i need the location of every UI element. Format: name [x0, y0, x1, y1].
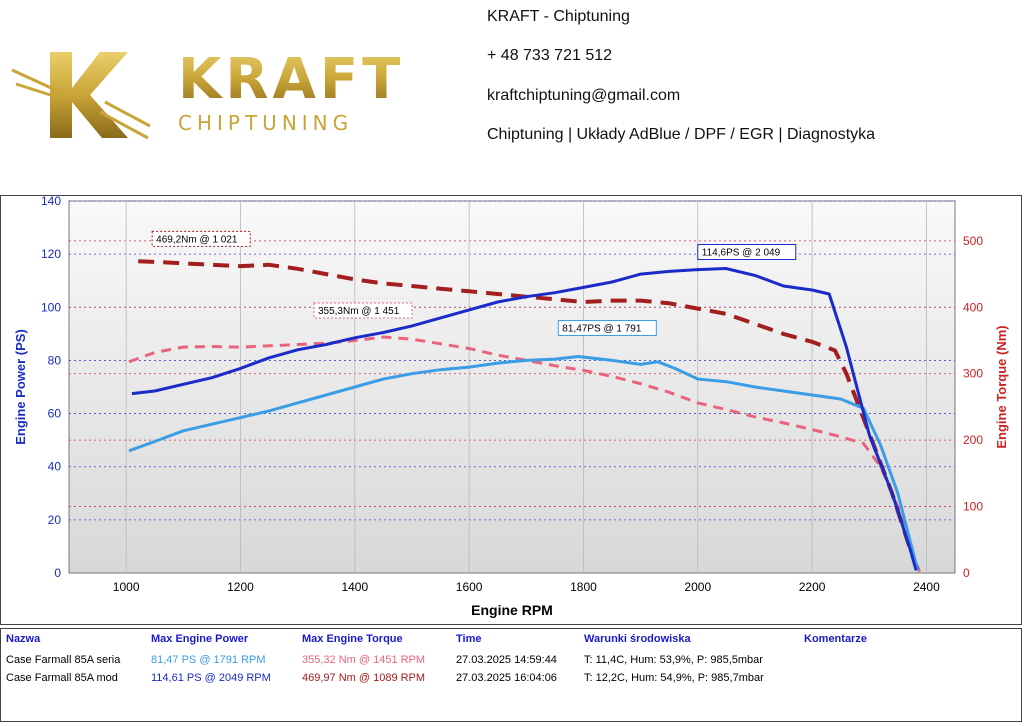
svg-text:81,47PS @ 1 791: 81,47PS @ 1 791 [562, 324, 642, 335]
x-tick-label: 2200 [799, 580, 826, 594]
right-tick-label: 100 [963, 500, 983, 514]
right-tick-label: 500 [963, 234, 983, 248]
x-tick-label: 1400 [341, 580, 368, 594]
left-tick-label: 120 [41, 247, 61, 261]
left-tick-label: 60 [48, 407, 62, 421]
annotation-label: 355,3Nm @ 1 451 [313, 302, 413, 319]
svg-text:469,2Nm @ 1 021: 469,2Nm @ 1 021 [156, 234, 238, 245]
annotation-label: 114,6PS @ 2 049 [697, 243, 797, 260]
row-stock-name: Case Farmall 85A seria [6, 654, 121, 666]
left-tick-label: 100 [41, 300, 61, 314]
left-tick-label: 0 [54, 566, 61, 580]
plot-area [68, 200, 956, 574]
header-comments: Komentarze [804, 633, 867, 645]
left-axis-ticks: 0 20 40 60 80 100 120 140 [41, 195, 61, 580]
annotation-label: 469,2Nm @ 1 021 [151, 230, 251, 247]
x-tick-label: 1800 [570, 580, 597, 594]
row-mod-power: 114,61 PS @ 2049 RPM [151, 672, 271, 684]
right-tick-label: 400 [963, 300, 983, 314]
x-tick-label: 2400 [913, 580, 940, 594]
header-power: Max Engine Power [151, 633, 249, 645]
row-mod-conditions: T: 12,2C, Hum: 54,9%, P: 985,7mbar [584, 672, 764, 684]
row-stock-conditions: T: 11,4C, Hum: 53,9%, P: 985,5mbar [584, 654, 763, 666]
series-power-stock [128, 355, 920, 571]
left-axis-label: Engine Power (PS) [13, 329, 28, 445]
x-axis-label: Engine RPM [471, 602, 553, 618]
right-axis-ticks: 0 100 200 300 400 500 [963, 234, 983, 580]
company-name: KRAFT - Chiptuning [487, 8, 630, 25]
gridlines [69, 200, 955, 573]
right-tick-label: 200 [963, 433, 983, 447]
x-tick-label: 1600 [456, 580, 483, 594]
right-tick-label: 0 [963, 566, 970, 580]
svg-text:114,6PS @ 2 049: 114,6PS @ 2 049 [702, 247, 781, 258]
right-tick-label: 300 [963, 367, 983, 381]
x-axis-ticks: 1000 1200 1400 1600 1800 2000 2200 2400 [113, 580, 940, 594]
series-torque-stock [128, 335, 922, 573]
dyno-chart: 1000 1200 1400 1600 1800 2000 2200 2400 0204060… [13, 195, 1009, 618]
annotations: 469,2Nm @ 1 021 114,6PS @ 2 049 355,3Nm @ … [151, 230, 797, 337]
x-tick-label: 2000 [684, 580, 711, 594]
email-address: kraftchiptuning@gmail.com [487, 87, 681, 104]
left-tick-label: 40 [48, 460, 62, 474]
left-tick-label: 80 [48, 353, 62, 367]
kraft-logo: KRAFT CHIPTUNING [11, 47, 404, 140]
header-time: Time [456, 633, 482, 645]
series-lines [128, 259, 922, 573]
logo-brand: KRAFT [178, 47, 404, 112]
left-tick-label: 20 [48, 513, 62, 527]
chart-frame [0, 195, 1022, 625]
row-mod-time: 27.03.2025 16:04:06 [456, 672, 557, 684]
services-list: Chiptuning | Układy AdBlue / DPF / EGR |… [487, 126, 876, 143]
k-emblem-icon [11, 52, 151, 140]
svg-text:355,3Nm @ 1 451: 355,3Nm @ 1 451 [318, 306, 400, 317]
row-mod-torque: 469,97 Nm @ 1089 RPM [302, 672, 426, 684]
annotation-label: 81,47PS @ 1 791 [557, 320, 657, 337]
header-conditions: Warunki środowiska [584, 633, 691, 645]
right-axis-label: Engine Torque (Nm) [994, 325, 1009, 448]
x-tick-label: 1200 [227, 580, 254, 594]
series-torque-mod [138, 259, 920, 571]
results-table: Nazwa Max Engine Power Max Engine Torque… [0, 628, 1022, 722]
logo-subtitle: CHIPTUNING [178, 111, 353, 135]
row-stock-power: 81,47 PS @ 1791 RPM [151, 654, 266, 666]
left-tick-label: 140 [41, 195, 61, 208]
series-power-mod [131, 267, 918, 571]
x-tick-label: 1000 [113, 580, 140, 594]
row-stock-time: 27.03.2025 14:59:44 [456, 654, 557, 666]
row-mod-name: Case Farmall 85A mod [6, 672, 118, 684]
row-stock-torque: 355,32 Nm @ 1451 RPM [302, 654, 426, 666]
header-name: Nazwa [6, 633, 41, 645]
header-torque: Max Engine Torque [302, 633, 403, 645]
phone-number: + 48 733 721 512 [487, 47, 613, 64]
